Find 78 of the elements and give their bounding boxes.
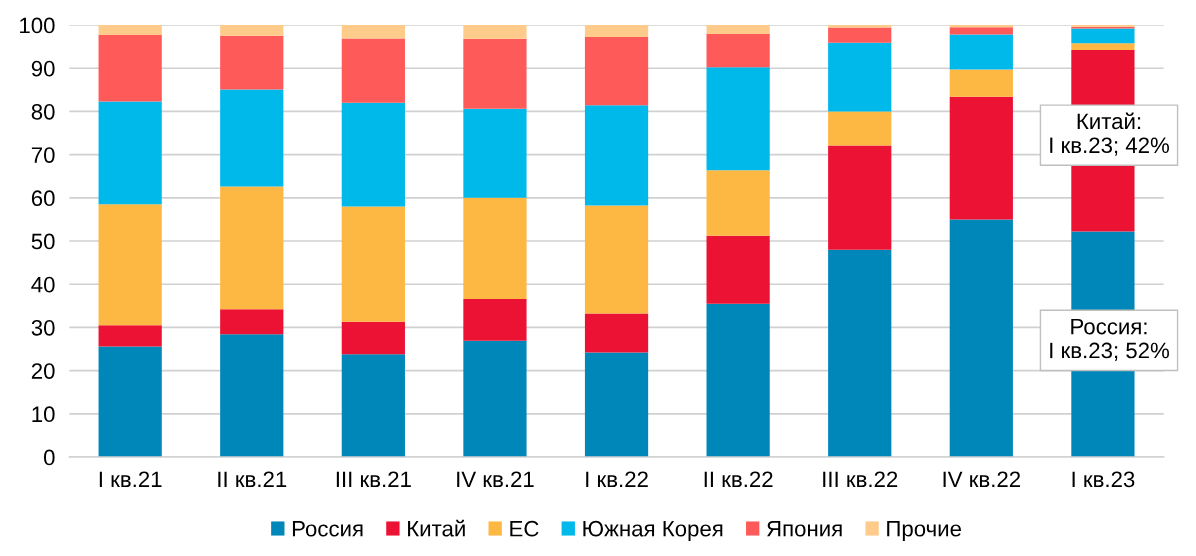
legend-label: Китай [408,519,465,537]
y-tick-label: 80 [31,103,55,120]
bar [706,303,770,458]
bar [341,25,405,39]
y-tick-label: 100 [20,17,55,34]
bar [584,105,649,206]
bar [706,25,770,35]
y-tick-label: 50 [31,233,55,250]
y-tick-label: 40 [31,276,55,293]
bar [706,170,770,236]
bar [98,34,162,102]
bar [949,25,1013,28]
legend-label: Южная Корея [583,520,723,541]
bar [828,27,892,43]
bar [828,111,892,146]
bar [220,334,284,458]
x-tick-label: II кв.22 [704,471,773,488]
y-tick-label: 0 [43,449,55,466]
y-tick-label: 20 [31,363,55,379]
bar [220,35,284,90]
x-tick-label: I кв.23 [1072,471,1135,488]
bar [463,340,527,458]
x-tick-label: I кв.22 [586,471,648,488]
bar [1071,28,1135,44]
bar [98,325,162,347]
bar [220,309,284,335]
bar [828,25,892,28]
legend-label: ЕС [510,520,539,537]
bar [949,27,1013,35]
bar [949,219,1013,458]
x-tick-label: IV кв.21 [457,471,534,488]
bar [584,352,649,458]
annotation: Китай: I кв.23; 42% [1050,112,1169,156]
bar [463,38,527,109]
bar [1071,43,1135,51]
bar [341,206,405,322]
bar [220,89,284,187]
y-tick-label: 30 [31,319,55,336]
bar [706,67,770,171]
bar [463,108,527,198]
bar [98,204,162,326]
bar [949,69,1013,97]
bar [584,25,649,38]
bar [341,38,405,103]
bar [706,34,770,68]
x-tick-label: III кв.21 [336,471,411,488]
bar [463,25,527,39]
bar [463,197,527,299]
bar [98,25,162,35]
bar [341,321,405,355]
bar [828,42,892,112]
bar [949,96,1013,220]
bar [828,249,892,458]
bar [828,145,892,250]
bar [220,186,284,310]
bar [220,25,284,36]
bar [341,354,405,458]
legend-label: Россия [292,521,363,537]
bar [463,298,527,341]
y-tick-label: 60 [31,190,55,207]
legend-label: Прочие [887,521,961,541]
bar [706,235,770,304]
annotation: Россия: I кв.23; 52% [1050,318,1169,361]
x-tick-label: I кв.21 [99,471,162,488]
bar [98,101,162,205]
bar [949,34,1013,70]
bar [584,313,649,353]
y-tick-label: 70 [31,147,55,163]
bar [584,205,649,314]
legend-label: Япония [767,521,842,537]
y-tick-label: 90 [31,60,55,77]
x-tick-label: II кв.21 [218,471,287,488]
y-tick-label: 10 [32,406,55,423]
x-tick-label: IV кв.22 [943,471,1020,488]
bar [341,102,405,207]
bar [584,37,649,106]
x-tick-label: III кв.22 [823,471,898,488]
bar [98,346,162,458]
